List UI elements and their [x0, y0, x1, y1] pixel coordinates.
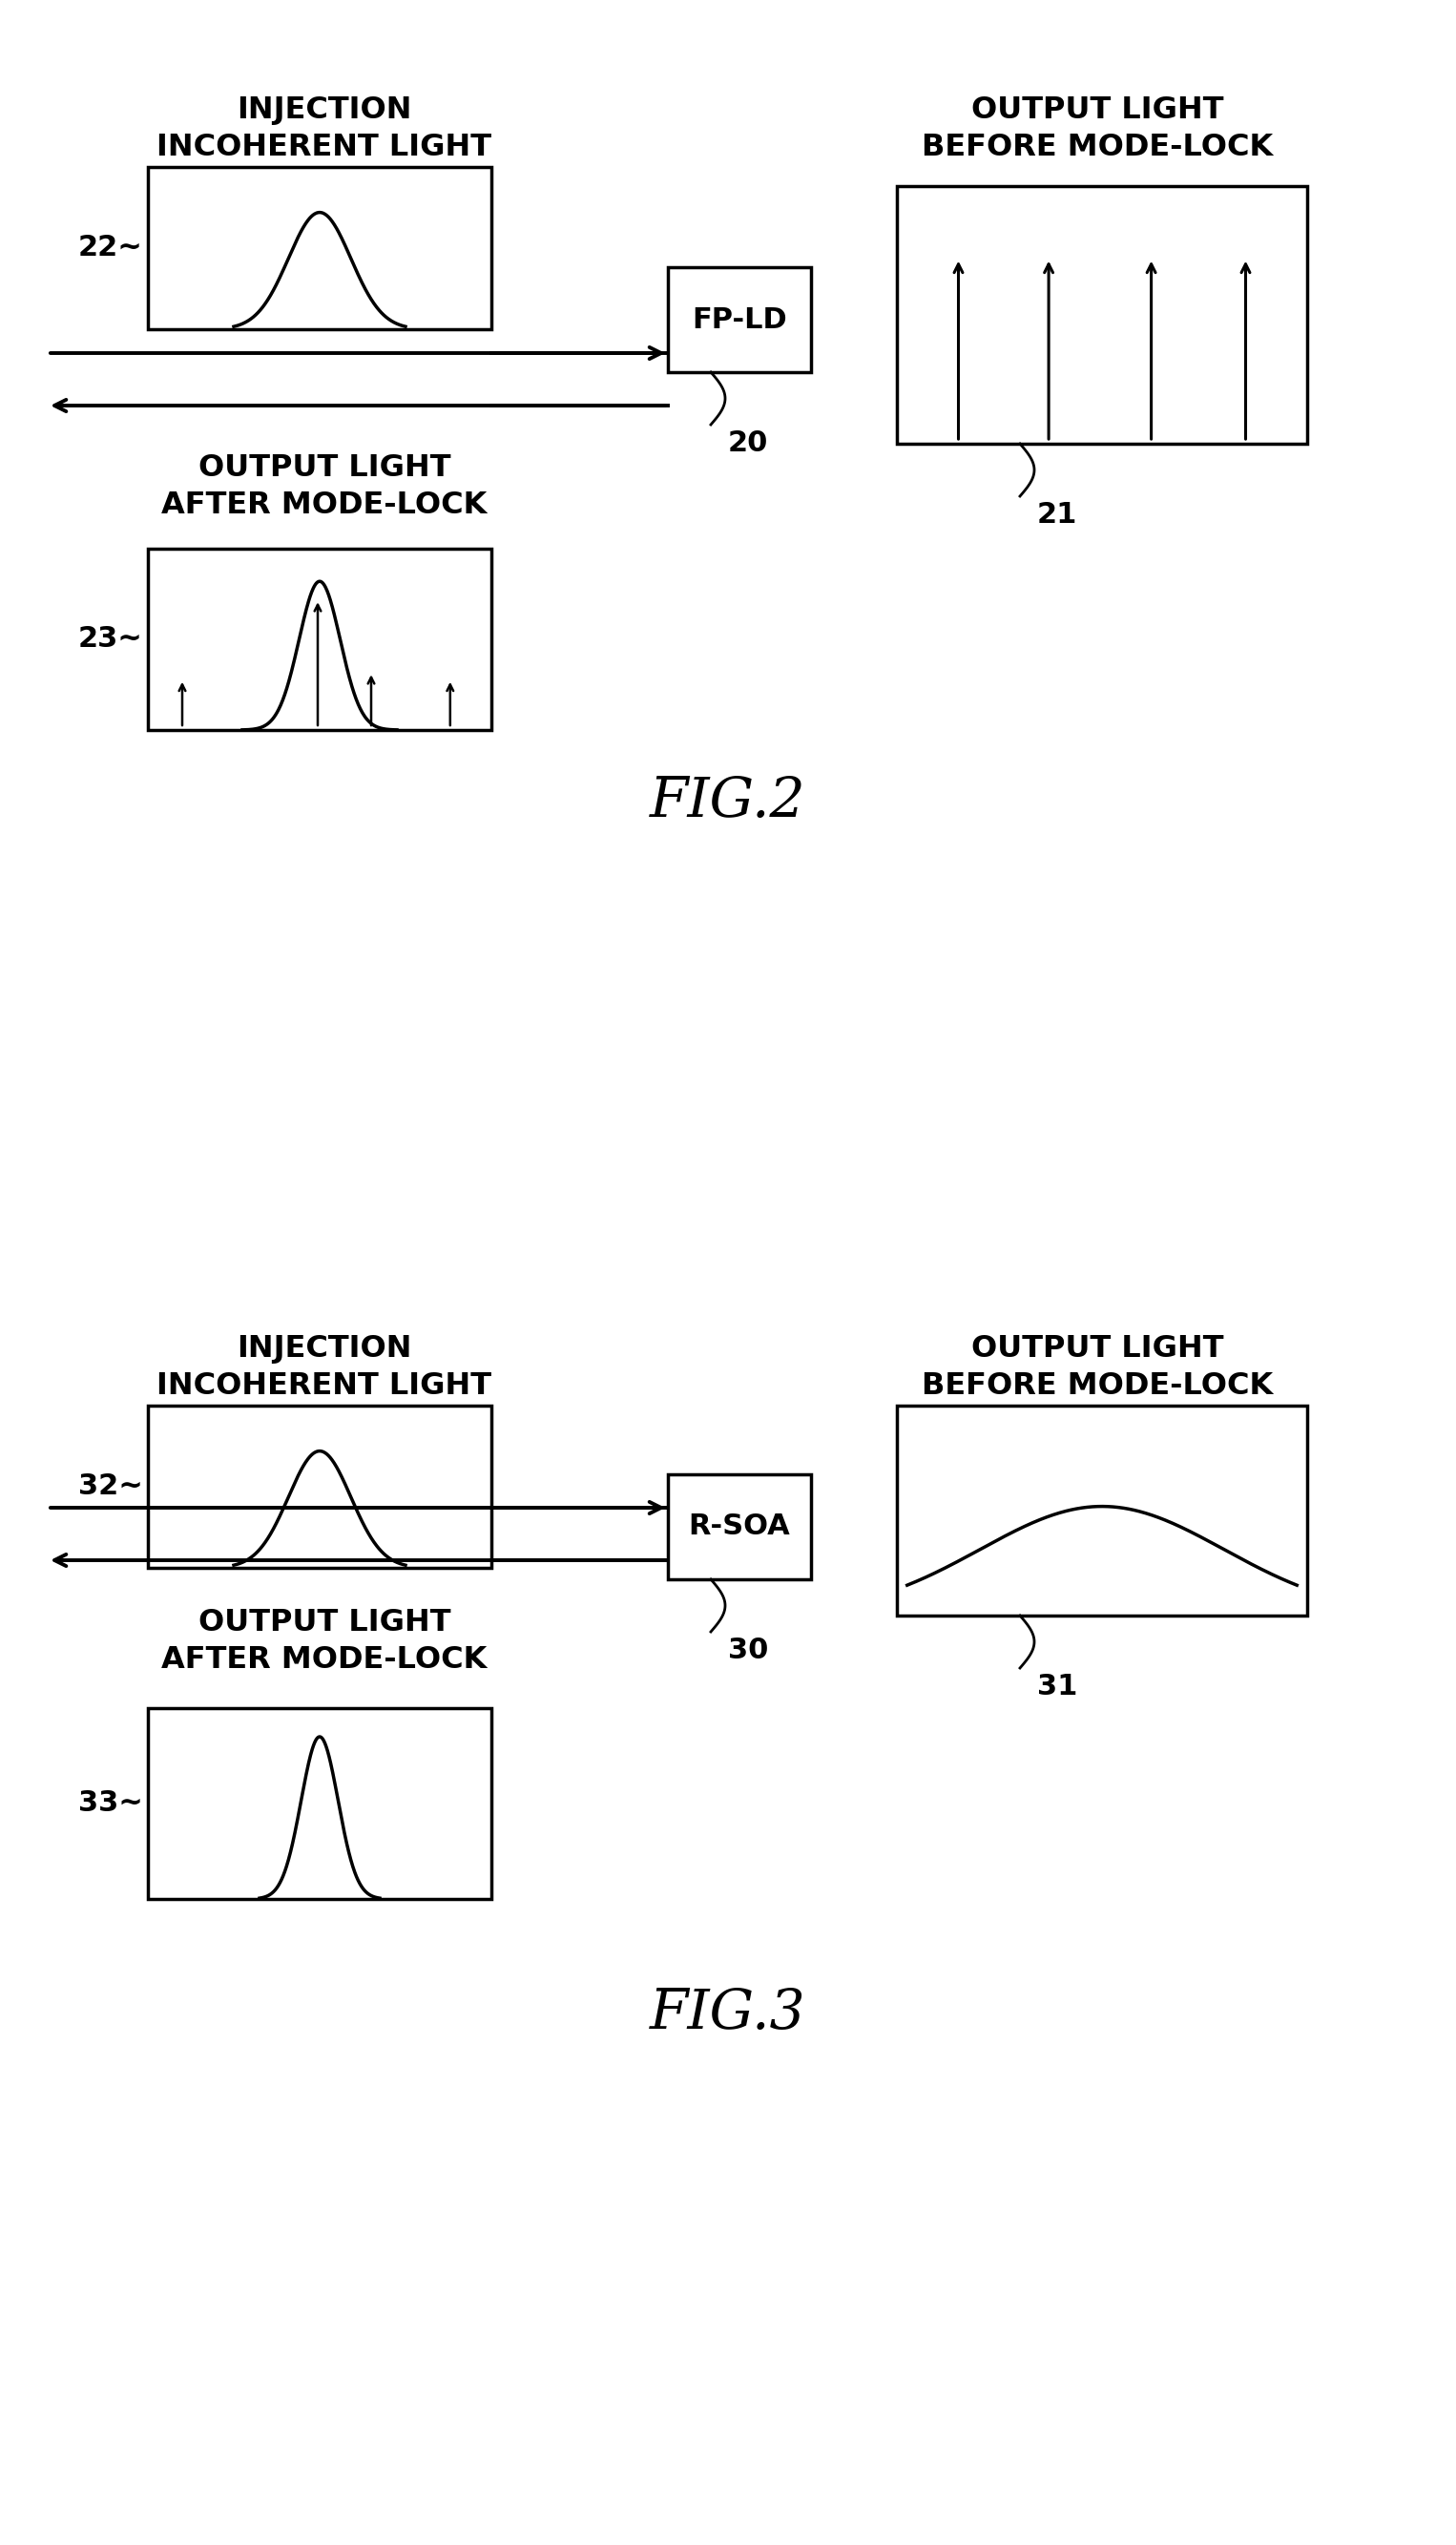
Bar — [149, 1708, 491, 1899]
Bar — [897, 186, 1307, 443]
Text: OUTPUT LIGHT
BEFORE MODE-LOCK: OUTPUT LIGHT BEFORE MODE-LOCK — [922, 97, 1273, 163]
Text: 23~: 23~ — [79, 626, 143, 654]
Text: FIG.2: FIG.2 — [649, 774, 807, 830]
Bar — [668, 267, 811, 372]
Text: INJECTION
INCOHERENT LIGHT: INJECTION INCOHERENT LIGHT — [157, 1334, 492, 1400]
Text: R-SOA: R-SOA — [689, 1512, 791, 1540]
Bar — [149, 168, 491, 328]
Text: 20: 20 — [728, 430, 769, 458]
Bar — [149, 1405, 491, 1568]
Text: 31: 31 — [1037, 1672, 1077, 1700]
Text: 22~: 22~ — [79, 234, 143, 262]
Text: OUTPUT LIGHT
BEFORE MODE-LOCK: OUTPUT LIGHT BEFORE MODE-LOCK — [922, 1334, 1273, 1400]
Text: FIG.3: FIG.3 — [649, 1988, 807, 2041]
Text: FP-LD: FP-LD — [692, 305, 788, 333]
Text: 32~: 32~ — [79, 1474, 143, 1502]
Text: INJECTION
INCOHERENT LIGHT: INJECTION INCOHERENT LIGHT — [157, 97, 492, 163]
Text: 33~: 33~ — [79, 1789, 143, 1817]
Bar — [668, 1474, 811, 1580]
Bar — [149, 550, 491, 730]
Text: 30: 30 — [728, 1636, 769, 1664]
Bar — [897, 1405, 1307, 1616]
Text: OUTPUT LIGHT
AFTER MODE-LOCK: OUTPUT LIGHT AFTER MODE-LOCK — [162, 1608, 488, 1675]
Text: 21: 21 — [1037, 501, 1077, 529]
Text: OUTPUT LIGHT
AFTER MODE-LOCK: OUTPUT LIGHT AFTER MODE-LOCK — [162, 453, 488, 519]
